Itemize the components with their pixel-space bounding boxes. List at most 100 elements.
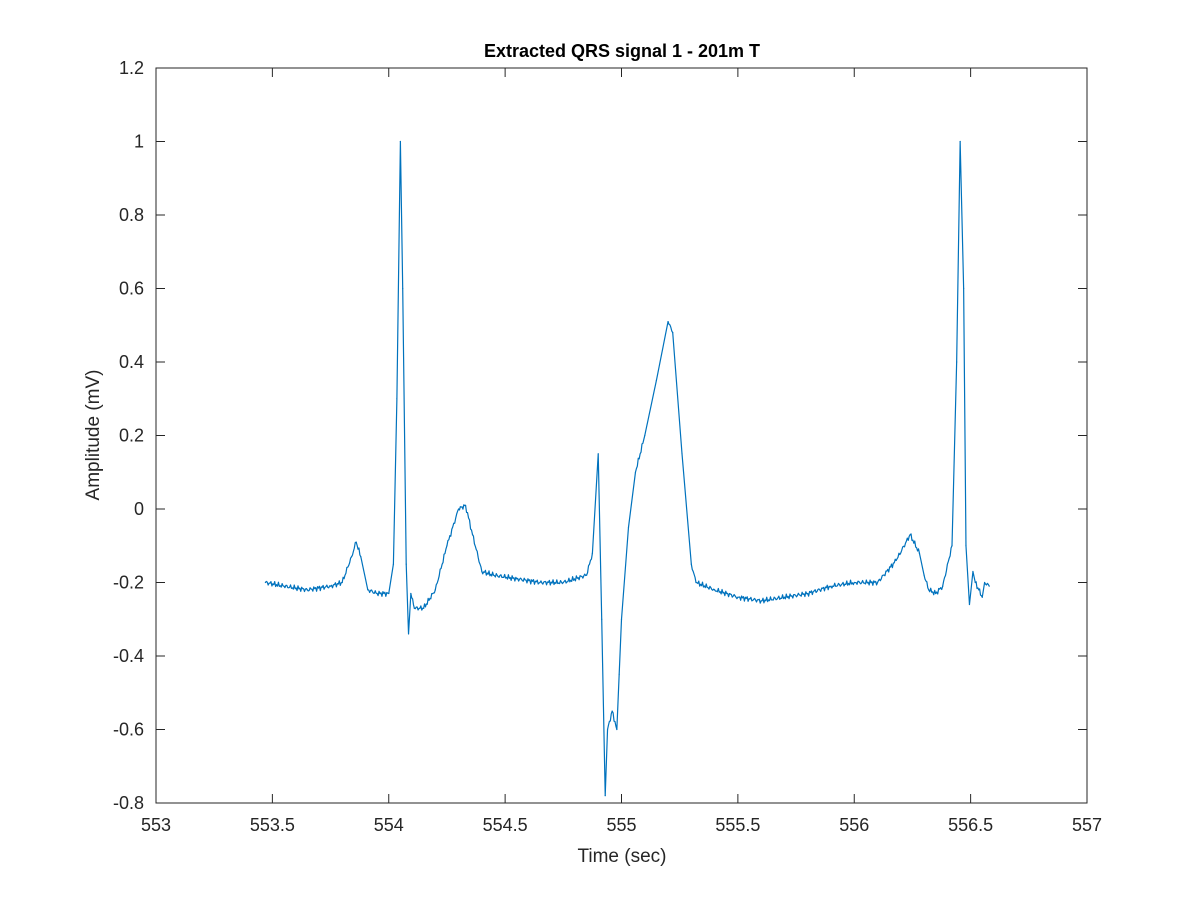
tick-labels: 553 553.5 554 554.5 555 555.5 556 556.5 557 -0.8 -… — [113, 58, 1102, 835]
data-point — [876, 581, 879, 584]
data-point — [918, 552, 921, 554]
data-point — [909, 534, 911, 536]
data-point — [618, 673, 620, 675]
data-point — [413, 607, 415, 609]
data-point — [634, 471, 637, 473]
data-point — [329, 585, 332, 587]
data-point — [585, 574, 588, 576]
data-point — [978, 589, 980, 591]
data-point — [434, 589, 436, 591]
data-point — [457, 508, 460, 510]
x-axis-label: Time (sec) — [577, 846, 666, 867]
data-point — [983, 581, 986, 584]
data-point — [388, 592, 390, 595]
data-point — [392, 563, 395, 565]
data-point — [830, 585, 832, 587]
data-point — [988, 585, 990, 587]
y-tick-label: 0.2 — [119, 426, 144, 446]
data-point — [360, 556, 362, 558]
data-point — [681, 453, 683, 455]
data-point — [464, 504, 467, 506]
data-point — [376, 592, 378, 595]
data-point — [667, 320, 669, 323]
data-point — [492, 574, 495, 576]
y-tick-label: 0.4 — [119, 352, 144, 372]
data-point — [407, 633, 410, 635]
y-tick-label: 0.6 — [119, 279, 144, 299]
data-point — [690, 563, 692, 565]
data-point — [562, 581, 564, 584]
data-point — [597, 453, 599, 455]
data-point — [672, 332, 674, 334]
axes-box — [155, 67, 1088, 804]
data-point — [644, 434, 646, 437]
y-tick-label: 1 — [134, 132, 144, 152]
data-point — [928, 589, 930, 591]
data-point — [601, 618, 603, 620]
data-point — [760, 600, 762, 602]
data-point — [923, 574, 925, 576]
data-point — [446, 545, 448, 547]
data-point — [956, 361, 958, 363]
series-line — [264, 140, 990, 797]
data-point — [410, 592, 412, 595]
data-point — [402, 287, 404, 290]
data-point — [471, 534, 474, 536]
y-tick-label: 1.2 — [119, 58, 144, 78]
y-tick-label: -0.4 — [113, 646, 144, 666]
x-tick-label: 553 — [141, 815, 171, 835]
data-point — [341, 581, 343, 584]
x-tick-label: 554 — [374, 815, 404, 835]
data-point — [935, 592, 937, 595]
data-point — [959, 140, 961, 143]
data-point — [963, 287, 965, 290]
x-tick-label: 554.5 — [483, 815, 528, 835]
x-tick-label: 556.5 — [948, 815, 993, 835]
data-point — [655, 379, 658, 381]
data-point — [481, 570, 483, 573]
data-point — [951, 545, 953, 547]
data-point — [264, 581, 266, 584]
x-tick-label: 557 — [1072, 815, 1102, 835]
data-point — [807, 592, 809, 595]
x-tick-label: 555 — [606, 815, 636, 835]
data-point — [974, 581, 976, 584]
y-tick-label: -0.8 — [113, 793, 144, 813]
data-point — [539, 581, 541, 584]
data-point — [783, 596, 786, 598]
y-tick-label: -0.6 — [113, 720, 144, 740]
data-point — [616, 728, 618, 731]
x-tick-label: 553.5 — [250, 815, 295, 835]
data-point — [942, 585, 944, 587]
data-point — [965, 545, 967, 547]
data-point — [516, 578, 518, 580]
data-point — [606, 728, 609, 731]
data-point — [627, 526, 630, 528]
data-point — [737, 596, 739, 598]
data-point — [972, 570, 974, 573]
data-point — [283, 585, 285, 587]
data-point — [396, 398, 398, 400]
data-point — [604, 795, 606, 797]
chart-title: Extracted QRS signal 1 - 201m T — [484, 41, 760, 61]
y-tick-label: -0.2 — [113, 573, 144, 593]
data-point — [423, 607, 425, 609]
data-point — [355, 541, 357, 543]
data-point — [853, 581, 855, 584]
y-tick-label: 0 — [134, 499, 144, 519]
data-point — [399, 140, 401, 143]
data-point — [895, 559, 897, 562]
data-point — [981, 596, 983, 598]
data-point — [611, 710, 613, 712]
data-point — [367, 589, 369, 591]
series-points — [264, 140, 990, 797]
y-axis-label: Amplitude (mV) — [83, 370, 104, 501]
data-point — [405, 563, 407, 565]
data-point — [695, 581, 697, 584]
x-tick-label: 556 — [839, 815, 869, 835]
x-tick-label: 555.5 — [715, 815, 760, 835]
data-point — [591, 552, 594, 554]
data-point — [620, 618, 623, 620]
data-point — [350, 556, 353, 558]
